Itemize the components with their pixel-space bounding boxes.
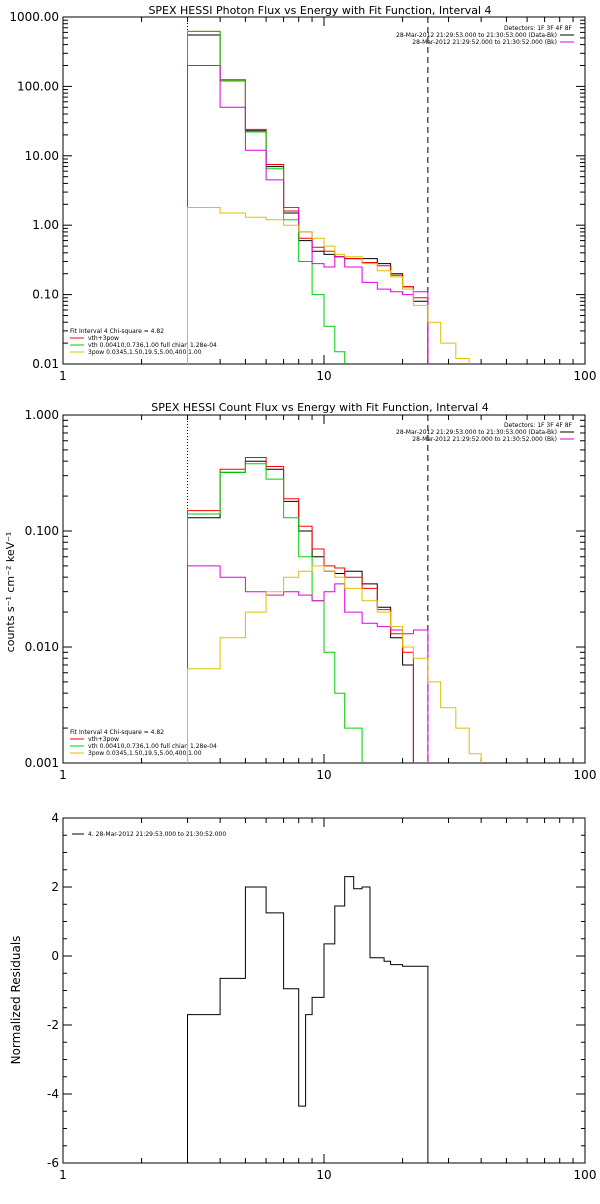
top-legend-entry: 28-Mar-2012 21:29:53.000 to 21:30:53.000…	[396, 32, 557, 39]
photon-flux-y-tick-label: 0.01	[32, 357, 59, 371]
count-flux-fit-legend: Fit Interval 4 Chi-square = 4.82 vth+3po…	[70, 729, 217, 757]
residuals-y-tick-label: 4	[51, 811, 59, 825]
residuals-y-tick-label: -6	[47, 1156, 59, 1170]
residuals-y-axis-label: Normalized Residuals	[9, 936, 23, 1065]
photon-flux-x-tick-label: 1	[59, 369, 67, 383]
count-flux-y-tick-label: 1.000	[25, 408, 59, 422]
count-flux-axes-frame	[62, 414, 586, 764]
top-legend-entry: 28-Mar-2012 21:29:53.000 to 21:30:53.000…	[396, 429, 557, 436]
residuals-legend: 4. 28-Mar-2012 21:29:53.000 to 21:30:52.…	[72, 831, 226, 838]
residuals-y-tick-label: -4	[47, 1087, 59, 1101]
fit-legend-header: Fit Interval 4 Chi-square = 4.82	[70, 328, 164, 335]
photon-flux-series-2-line	[187, 30, 346, 364]
fit-legend-entry: 3pow 0.0345,1.50,19.5,5.00,400,1.00	[88, 349, 202, 356]
photon-flux-y-tick-label: 10.00	[25, 149, 59, 163]
top-legend-header: Detectors: 1F 3F 4F 8F	[504, 422, 573, 429]
photon-flux-title: SPEX HESSI Photon Flux vs Energy with Fi…	[148, 4, 491, 17]
photon-flux-y-tick-label: 100.00	[17, 79, 59, 93]
residuals-x-tick-label: 100	[574, 1168, 597, 1182]
photon-flux-x-tick-label: 10	[316, 369, 331, 383]
residuals-series-group	[187, 876, 429, 1163]
residuals-y-tick-label: 0	[51, 949, 59, 963]
count-flux-panel: SPEX HESSI Count Flux vs Energy with Fit…	[4, 401, 596, 782]
count-flux-y-tick-label: 0.001	[25, 756, 59, 770]
count-flux-series-3-line	[187, 565, 429, 763]
fit-legend-header: Fit Interval 4 Chi-square = 4.82	[70, 729, 164, 736]
photon-flux-series-1-line	[187, 30, 429, 364]
top-legend-entry: 28-Mar-2012 21:29:52.000 to 21:30:52.000…	[412, 39, 557, 46]
count-flux-series-0-line	[187, 460, 414, 763]
residuals-y-tick-label: 2	[51, 880, 59, 894]
residuals-series-0-line	[187, 876, 429, 1163]
count-flux-x-tick-label: 10	[316, 768, 331, 782]
residuals-y-tick-label: -2	[47, 1018, 59, 1032]
top-legend-header: Detectors: 1F 3F 4F 8F	[504, 25, 573, 32]
count-flux-series-2-line	[187, 463, 363, 763]
photon-flux-top-legend: Detectors: 1F 3F 4F 8F 28-Mar-2012 21:29…	[396, 25, 574, 46]
fit-legend-entry: vth 0.00410,0.736,1.00 full chian 1.28e-…	[88, 743, 217, 750]
photon-flux-series-group	[187, 30, 470, 364]
count-flux-y-tick-label: 0.100	[25, 524, 59, 538]
count-flux-x-tick-label: 1	[59, 768, 67, 782]
count-flux-series-1-line	[187, 457, 414, 763]
top-legend-entry: 28-Mar-2012 21:29:52.000 to 21:30:52.000…	[412, 436, 557, 443]
fit-legend-entry: vth 0.00410,0.736,1.00 full chian 1.28e-…	[88, 342, 217, 349]
photon-flux-x-tick-label: 100	[574, 369, 597, 383]
photon-flux-series-0-line	[187, 34, 429, 364]
photon-flux-panel: SPEX HESSI Photon Flux vs Energy with Fi…	[9, 4, 596, 383]
count-flux-y-tick-label: 0.010	[25, 640, 59, 654]
count-flux-x-tick-label: 100	[574, 768, 597, 782]
fit-legend-entry: vth+3pow	[88, 736, 119, 743]
photon-flux-y-tick-label: 1.00	[32, 218, 59, 232]
residuals-x-tick-label: 10	[316, 1168, 331, 1182]
count-flux-series-group	[187, 457, 482, 763]
photon-flux-series-4-line	[187, 207, 470, 364]
count-flux-top-legend: Detectors: 1F 3F 4F 8F 28-Mar-2012 21:29…	[396, 422, 574, 443]
residuals-legend-entry: 4. 28-Mar-2012 21:29:53.000 to 21:30:52.…	[88, 831, 226, 838]
photon-flux-y-tick-label: 1000.00	[9, 10, 59, 24]
photon-flux-fit-legend: Fit Interval 4 Chi-square = 4.82 vth+3po…	[70, 328, 217, 356]
count-flux-title: SPEX HESSI Count Flux vs Energy with Fit…	[151, 401, 488, 414]
fit-legend-entry: vth+3pow	[88, 335, 119, 342]
photon-flux-y-tick-label: 0.10	[32, 288, 59, 302]
residuals-x-tick-label: 1	[59, 1168, 67, 1182]
count-flux-y-axis-label: counts s⁻¹ cm⁻² keV⁻¹	[4, 532, 17, 653]
photon-flux-series-3-line	[187, 65, 429, 364]
fit-legend-entry: 3pow 0.0345,1.50,19.5,5.00,400,1.00	[88, 750, 202, 757]
count-flux-series-4-line	[187, 565, 482, 763]
residuals-panel: Normalized Residuals 4. 28-Mar-2012 21:2…	[9, 811, 596, 1182]
